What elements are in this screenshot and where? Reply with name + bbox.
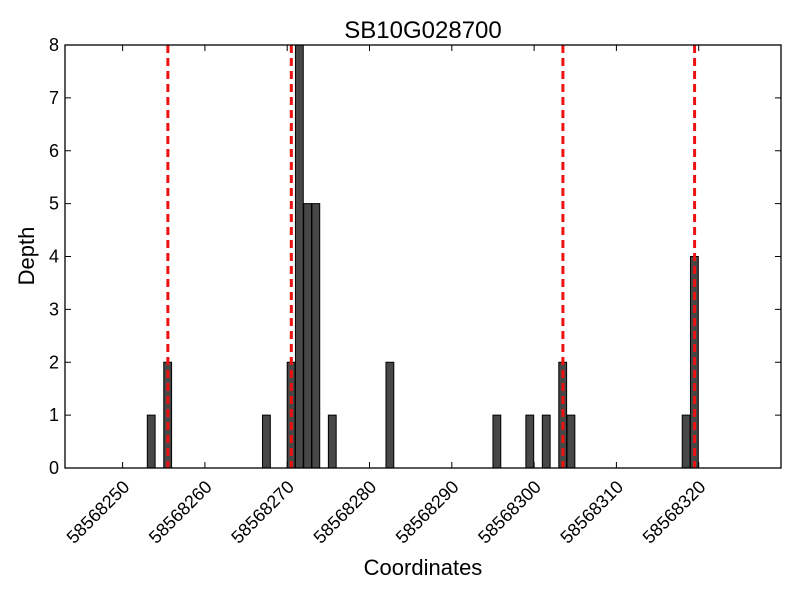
x-tick-label: 58568280 [310, 477, 381, 548]
chart-title: SB10G028700 [344, 17, 501, 44]
x-axis-ticks: 58568250 58568260 58568270 58568280 58568290… [63, 45, 710, 547]
bar [146, 414, 156, 469]
x-tick-label: 58568320 [639, 477, 710, 548]
y-tick-label: 1 [49, 405, 59, 425]
marker-lines-group [166, 45, 697, 468]
y-tick-label: 7 [49, 88, 59, 108]
y-tick-label: 8 [49, 35, 59, 55]
bars-group [146, 44, 699, 469]
bar [541, 414, 551, 469]
bar [681, 414, 691, 469]
bar [566, 414, 576, 469]
y-axis-label: Depth [14, 227, 39, 286]
y-tick-label: 0 [49, 458, 59, 478]
x-tick-label: 58568250 [63, 477, 134, 548]
x-tick-label: 58568300 [474, 477, 545, 548]
bar [492, 414, 502, 469]
bar [262, 414, 271, 469]
y-axis-ticks: 0 1 2 3 4 5 6 7 8 [49, 35, 781, 478]
bar [294, 44, 304, 469]
y-tick-label: 6 [49, 141, 59, 161]
plot-area-frame [64, 44, 782, 469]
x-tick-label: 58568290 [392, 477, 463, 548]
y-tick-label: 2 [49, 352, 59, 372]
y-tick-label: 5 [49, 194, 59, 214]
x-tick-label: 58568310 [556, 477, 627, 548]
bar [385, 361, 395, 469]
bar [311, 203, 321, 469]
bar [525, 414, 535, 469]
x-axis-label: Coordinates [364, 555, 483, 580]
x-tick-label: 58568270 [227, 477, 298, 548]
bar [327, 414, 337, 469]
bar [303, 203, 312, 469]
x-tick-label: 58568260 [145, 477, 216, 548]
y-tick-label: 3 [49, 299, 59, 319]
y-tick-label: 4 [49, 247, 59, 267]
